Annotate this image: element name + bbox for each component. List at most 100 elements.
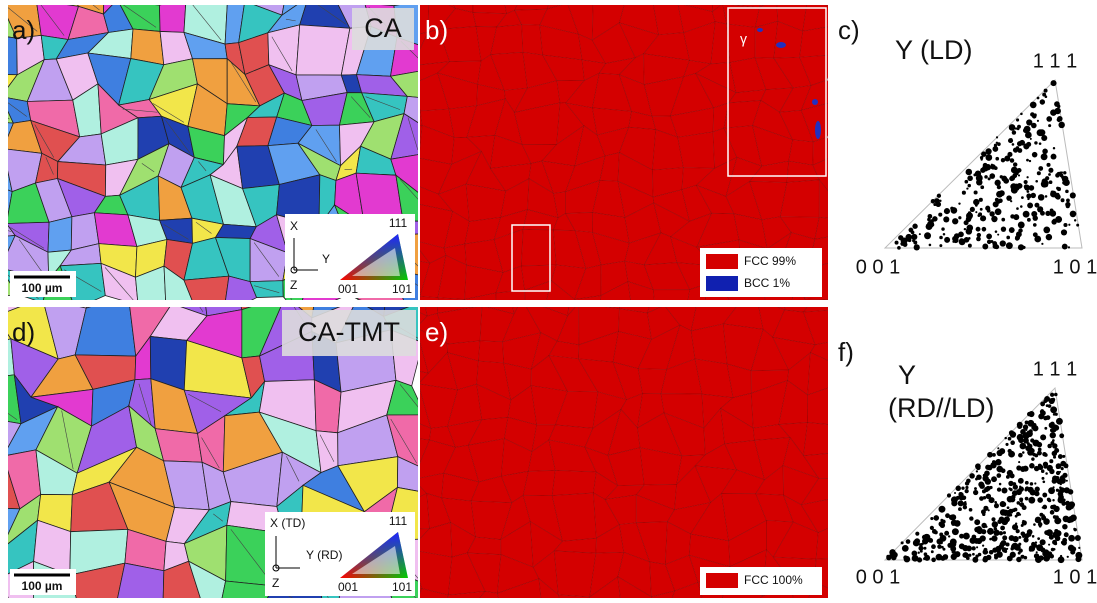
orientation-dot [958, 232, 964, 238]
legend-label: FCC 100% [744, 573, 803, 587]
orientation-dot [965, 481, 969, 485]
grain [691, 324, 727, 364]
orientation-dot [991, 476, 997, 482]
orientation-dot [1054, 108, 1060, 114]
orientation-dot [991, 216, 997, 222]
orientation-dot [904, 556, 911, 563]
orientation-dot [1033, 223, 1037, 227]
orientation-dot [1000, 526, 1005, 531]
orientation-dot [992, 241, 997, 246]
orientation-dot [958, 202, 960, 204]
orientation-dot [1048, 173, 1051, 176]
orientation-dot [1021, 196, 1024, 199]
pole-figure-c [885, 80, 1082, 250]
orientation-dot [1035, 487, 1040, 492]
orientation-dot [1032, 535, 1035, 538]
orientation-dot [994, 527, 997, 530]
orientation-dot [1001, 158, 1005, 162]
orientation-dot [1008, 481, 1013, 486]
orientation-dot [1074, 528, 1077, 531]
pole-right: 1 0 1 [1053, 256, 1097, 278]
orientation-dot [989, 497, 995, 503]
legend: FCC 99% BCC 1% [700, 248, 822, 297]
orientation-dot [997, 142, 1001, 146]
orientation-dot [1030, 499, 1032, 501]
orientation-dot [981, 529, 986, 534]
orientation-dot [1018, 174, 1020, 176]
orientation-dot [1041, 153, 1048, 160]
grain [159, 0, 186, 32]
orientation-dot [950, 546, 956, 552]
orientation-dot [1023, 211, 1030, 218]
orientation-dot [1023, 438, 1029, 444]
orientation-dot [1045, 472, 1048, 475]
bcc-spot [776, 42, 786, 48]
orientation-dot [1026, 190, 1029, 193]
orientation-dot [933, 203, 936, 206]
orientation-dot [1029, 463, 1035, 469]
orientation-dot [969, 516, 973, 520]
orientation-dot [968, 554, 971, 557]
orientation-dot [943, 233, 946, 236]
orientation-dot [962, 495, 967, 500]
orientation-dot [913, 540, 920, 547]
orientation-dot [1029, 429, 1033, 433]
orientation-dot [1022, 520, 1024, 522]
orientation-dot [985, 551, 988, 554]
orientation-dot [1042, 493, 1047, 498]
orientation-dot [1018, 453, 1023, 458]
pole-left: 0 0 1 [856, 566, 900, 588]
twin-boundary [0, 92, 9, 119]
orientation-dot [1058, 556, 1065, 563]
orientation-dot [1051, 219, 1056, 224]
orientation-dot [985, 148, 991, 154]
orientation-dot [1033, 232, 1038, 237]
grain [473, 0, 507, 14]
orientation-dot [1049, 459, 1053, 463]
orientation-dot [950, 514, 956, 520]
orientation-dot [961, 486, 964, 489]
orientation-dot [1010, 200, 1012, 202]
orientation-dot [919, 233, 921, 235]
orientation-dot [1024, 180, 1028, 184]
orientation-dot [1062, 524, 1067, 529]
orientation-dot [987, 528, 994, 535]
orientation-dot [1024, 556, 1028, 560]
orientation-dot [939, 244, 942, 247]
key-x: X (TD) [270, 516, 305, 530]
orientation-dot [959, 543, 965, 549]
orientation-dot [1018, 244, 1024, 250]
phase-map-e [384, 268, 850, 603]
orientation-dot [997, 487, 1001, 491]
grain [816, 527, 843, 559]
orientation-dot [1020, 113, 1023, 116]
orientation-dot [1006, 543, 1010, 547]
orientation-dot [1016, 146, 1019, 149]
orientation-dot [1016, 118, 1019, 121]
key-y: Y (RD) [306, 548, 342, 562]
orientation-dot [1025, 497, 1029, 501]
orientation-dot [1020, 429, 1026, 435]
orientation-dot [945, 513, 950, 518]
key-left: 001 [338, 580, 358, 594]
orientation-dot [1055, 536, 1060, 541]
orientation-dot [985, 206, 990, 211]
orientation-dot [950, 207, 954, 211]
orientation-dot [1031, 426, 1035, 430]
panel-label: b) [425, 15, 448, 45]
orientation-dot [985, 478, 991, 484]
orientation-dot [906, 539, 911, 544]
orientation-dot [963, 533, 970, 540]
orientation-dot [923, 547, 926, 550]
orientation-dot [1044, 89, 1048, 93]
orientation-dot [976, 546, 978, 548]
orientation-dot [1070, 550, 1075, 555]
orientation-dot [991, 535, 997, 541]
orientation-dot [1022, 505, 1027, 510]
orientation-dot [1042, 178, 1048, 184]
orientation-dot [996, 551, 1003, 558]
orientation-dot [941, 546, 944, 549]
pole-left: 0 0 1 [856, 256, 900, 278]
orientation-dot [1048, 124, 1051, 127]
orientation-dot [947, 493, 951, 497]
